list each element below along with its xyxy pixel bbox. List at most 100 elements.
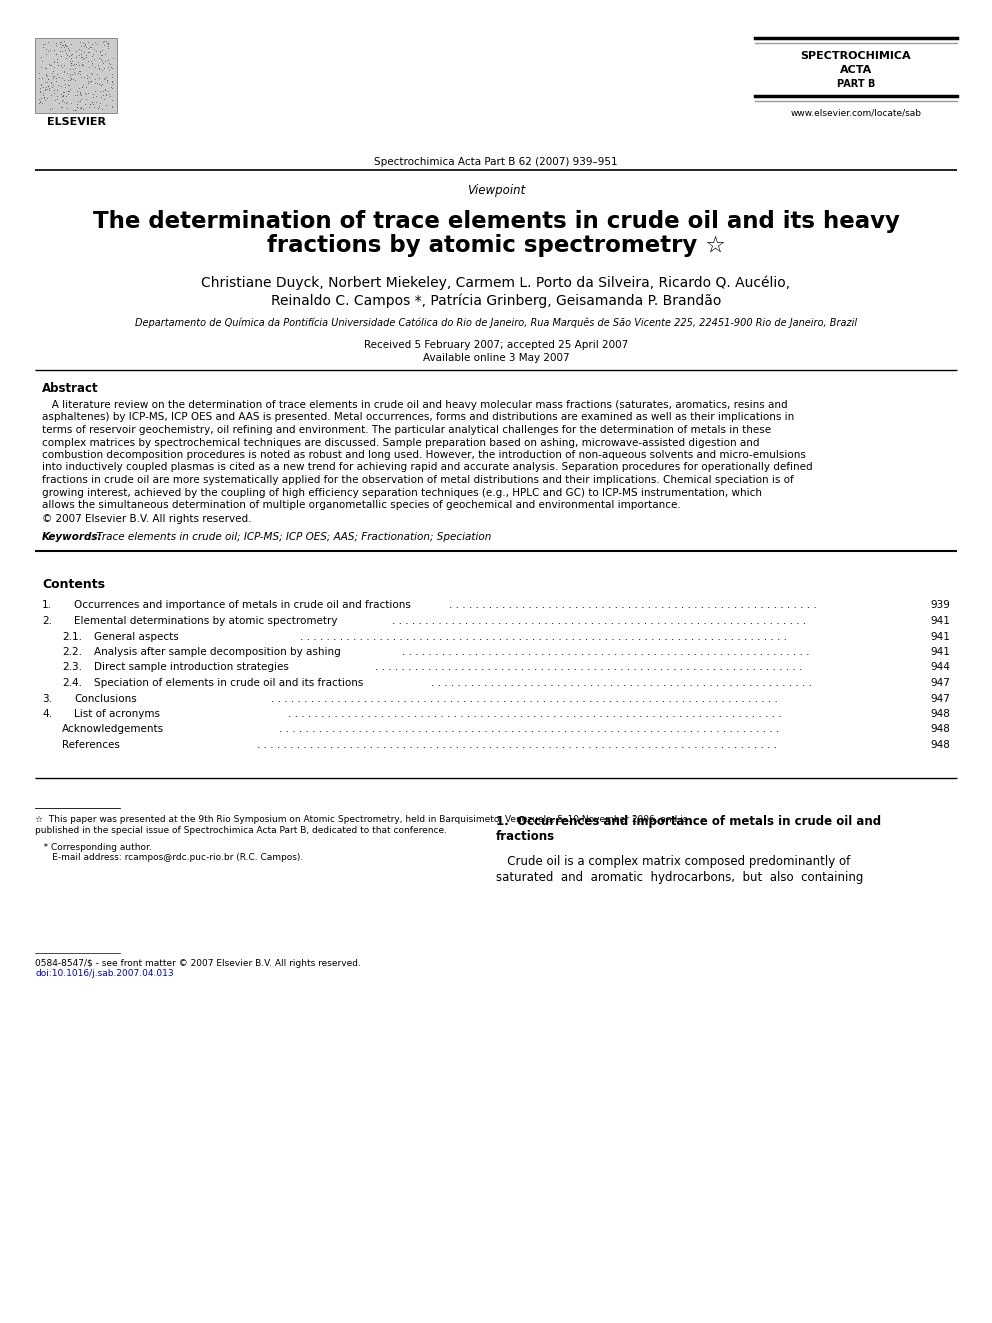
Point xyxy=(49,49,64,70)
Bar xyxy=(35,38,117,112)
Point xyxy=(48,44,63,65)
Point xyxy=(39,87,55,108)
Point xyxy=(99,71,115,93)
Point xyxy=(59,36,74,57)
Point xyxy=(85,93,101,114)
Point xyxy=(102,54,118,75)
Text: fractions by atomic spectrometry ☆: fractions by atomic spectrometry ☆ xyxy=(267,234,725,257)
Text: Trace elements in crude oil; ICP-MS; ICP OES; AAS; Fractionation; Speciation: Trace elements in crude oil; ICP-MS; ICP… xyxy=(93,532,491,542)
Point xyxy=(44,62,60,83)
Point xyxy=(49,34,64,56)
Point xyxy=(104,70,120,91)
Point xyxy=(37,89,53,110)
Point xyxy=(96,57,112,78)
Point xyxy=(66,58,82,79)
Point xyxy=(32,91,48,112)
Point xyxy=(63,53,79,74)
Point xyxy=(39,79,55,101)
Point xyxy=(69,90,85,111)
Text: General aspects: General aspects xyxy=(94,631,179,642)
Text: . . . . . . . . . . . . . . . . . . . . . . . . . . . . . . . . . . . . . . . . : . . . . . . . . . . . . . . . . . . . . … xyxy=(300,631,790,642)
Point xyxy=(33,77,49,98)
Point xyxy=(77,82,93,103)
Point xyxy=(66,99,82,120)
Point xyxy=(80,97,96,118)
Point xyxy=(63,33,79,54)
Point xyxy=(93,87,109,108)
Point xyxy=(104,66,120,87)
Point xyxy=(97,78,113,99)
Point xyxy=(78,46,94,67)
Point xyxy=(53,32,68,53)
Point xyxy=(91,67,107,89)
Point xyxy=(62,52,78,73)
Text: 941: 941 xyxy=(930,631,950,642)
Point xyxy=(69,93,85,114)
Point xyxy=(84,91,100,112)
Point xyxy=(62,67,78,89)
Point xyxy=(82,71,98,93)
Point xyxy=(104,57,120,78)
Text: 941: 941 xyxy=(930,617,950,626)
Point xyxy=(67,46,83,67)
Text: . . . . . . . . . . . . . . . . . . . . . . . . . . . . . . . . . . . . . . . . : . . . . . . . . . . . . . . . . . . . . … xyxy=(375,663,806,672)
Point xyxy=(57,34,72,56)
Text: . . . . . . . . . . . . . . . . . . . . . . . . . . . . . . . . . . . . . . . . : . . . . . . . . . . . . . . . . . . . . … xyxy=(289,709,785,718)
Point xyxy=(98,66,114,87)
Point xyxy=(59,97,74,118)
Point xyxy=(39,71,55,93)
Point xyxy=(98,85,114,106)
Point xyxy=(49,79,64,101)
Point xyxy=(51,93,66,114)
Point xyxy=(84,33,100,54)
Point xyxy=(53,75,68,97)
Point xyxy=(80,50,96,71)
Point xyxy=(44,77,60,98)
Point xyxy=(91,58,107,79)
Point xyxy=(40,75,56,97)
Point xyxy=(77,83,93,105)
Text: 2.1.: 2.1. xyxy=(62,631,82,642)
Point xyxy=(73,40,89,61)
Point xyxy=(94,73,110,94)
Point xyxy=(101,53,117,74)
Point xyxy=(94,60,110,81)
Point xyxy=(61,81,76,102)
Point xyxy=(38,33,54,54)
Text: . . . . . . . . . . . . . . . . . . . . . . . . . . . . . . . . . . . . . . . . : . . . . . . . . . . . . . . . . . . . . … xyxy=(402,647,812,658)
Point xyxy=(81,66,97,87)
Point xyxy=(80,73,96,94)
Point xyxy=(64,58,80,79)
Point xyxy=(77,94,93,115)
Point xyxy=(62,74,77,95)
Text: ☆  This paper was presented at the 9th Rio Symposium on Atomic Spectrometry, hel: ☆ This paper was presented at the 9th Ri… xyxy=(35,815,687,824)
Text: Acknowledgements: Acknowledgements xyxy=(62,725,164,734)
Text: 2.2.: 2.2. xyxy=(62,647,82,658)
Point xyxy=(62,69,78,90)
Text: Crude oil is a complex matrix composed predominantly of: Crude oil is a complex matrix composed p… xyxy=(496,856,850,868)
Point xyxy=(49,85,64,106)
Point xyxy=(60,81,75,102)
Point xyxy=(54,83,69,105)
Point xyxy=(33,81,49,102)
Text: 948: 948 xyxy=(930,709,950,718)
Point xyxy=(36,87,52,108)
Point xyxy=(87,40,103,61)
Point xyxy=(47,89,62,110)
Point xyxy=(97,50,113,71)
Point xyxy=(93,98,109,119)
Text: into inductively coupled plasmas is cited as a new trend for achieving rapid and: into inductively coupled plasmas is cite… xyxy=(42,463,812,472)
Text: Spectrochimica Acta Part B 62 (2007) 939–951: Spectrochimica Acta Part B 62 (2007) 939… xyxy=(374,157,618,167)
Point xyxy=(103,90,119,111)
Point xyxy=(54,90,69,111)
Point xyxy=(66,85,82,106)
Point xyxy=(90,98,106,119)
Point xyxy=(45,61,61,82)
Point xyxy=(77,34,93,56)
Point xyxy=(82,36,98,57)
Point xyxy=(56,30,71,52)
Point xyxy=(84,91,100,112)
Point xyxy=(59,44,74,65)
Point xyxy=(58,33,73,54)
Text: SPECTROCHIMICA: SPECTROCHIMICA xyxy=(801,52,912,61)
